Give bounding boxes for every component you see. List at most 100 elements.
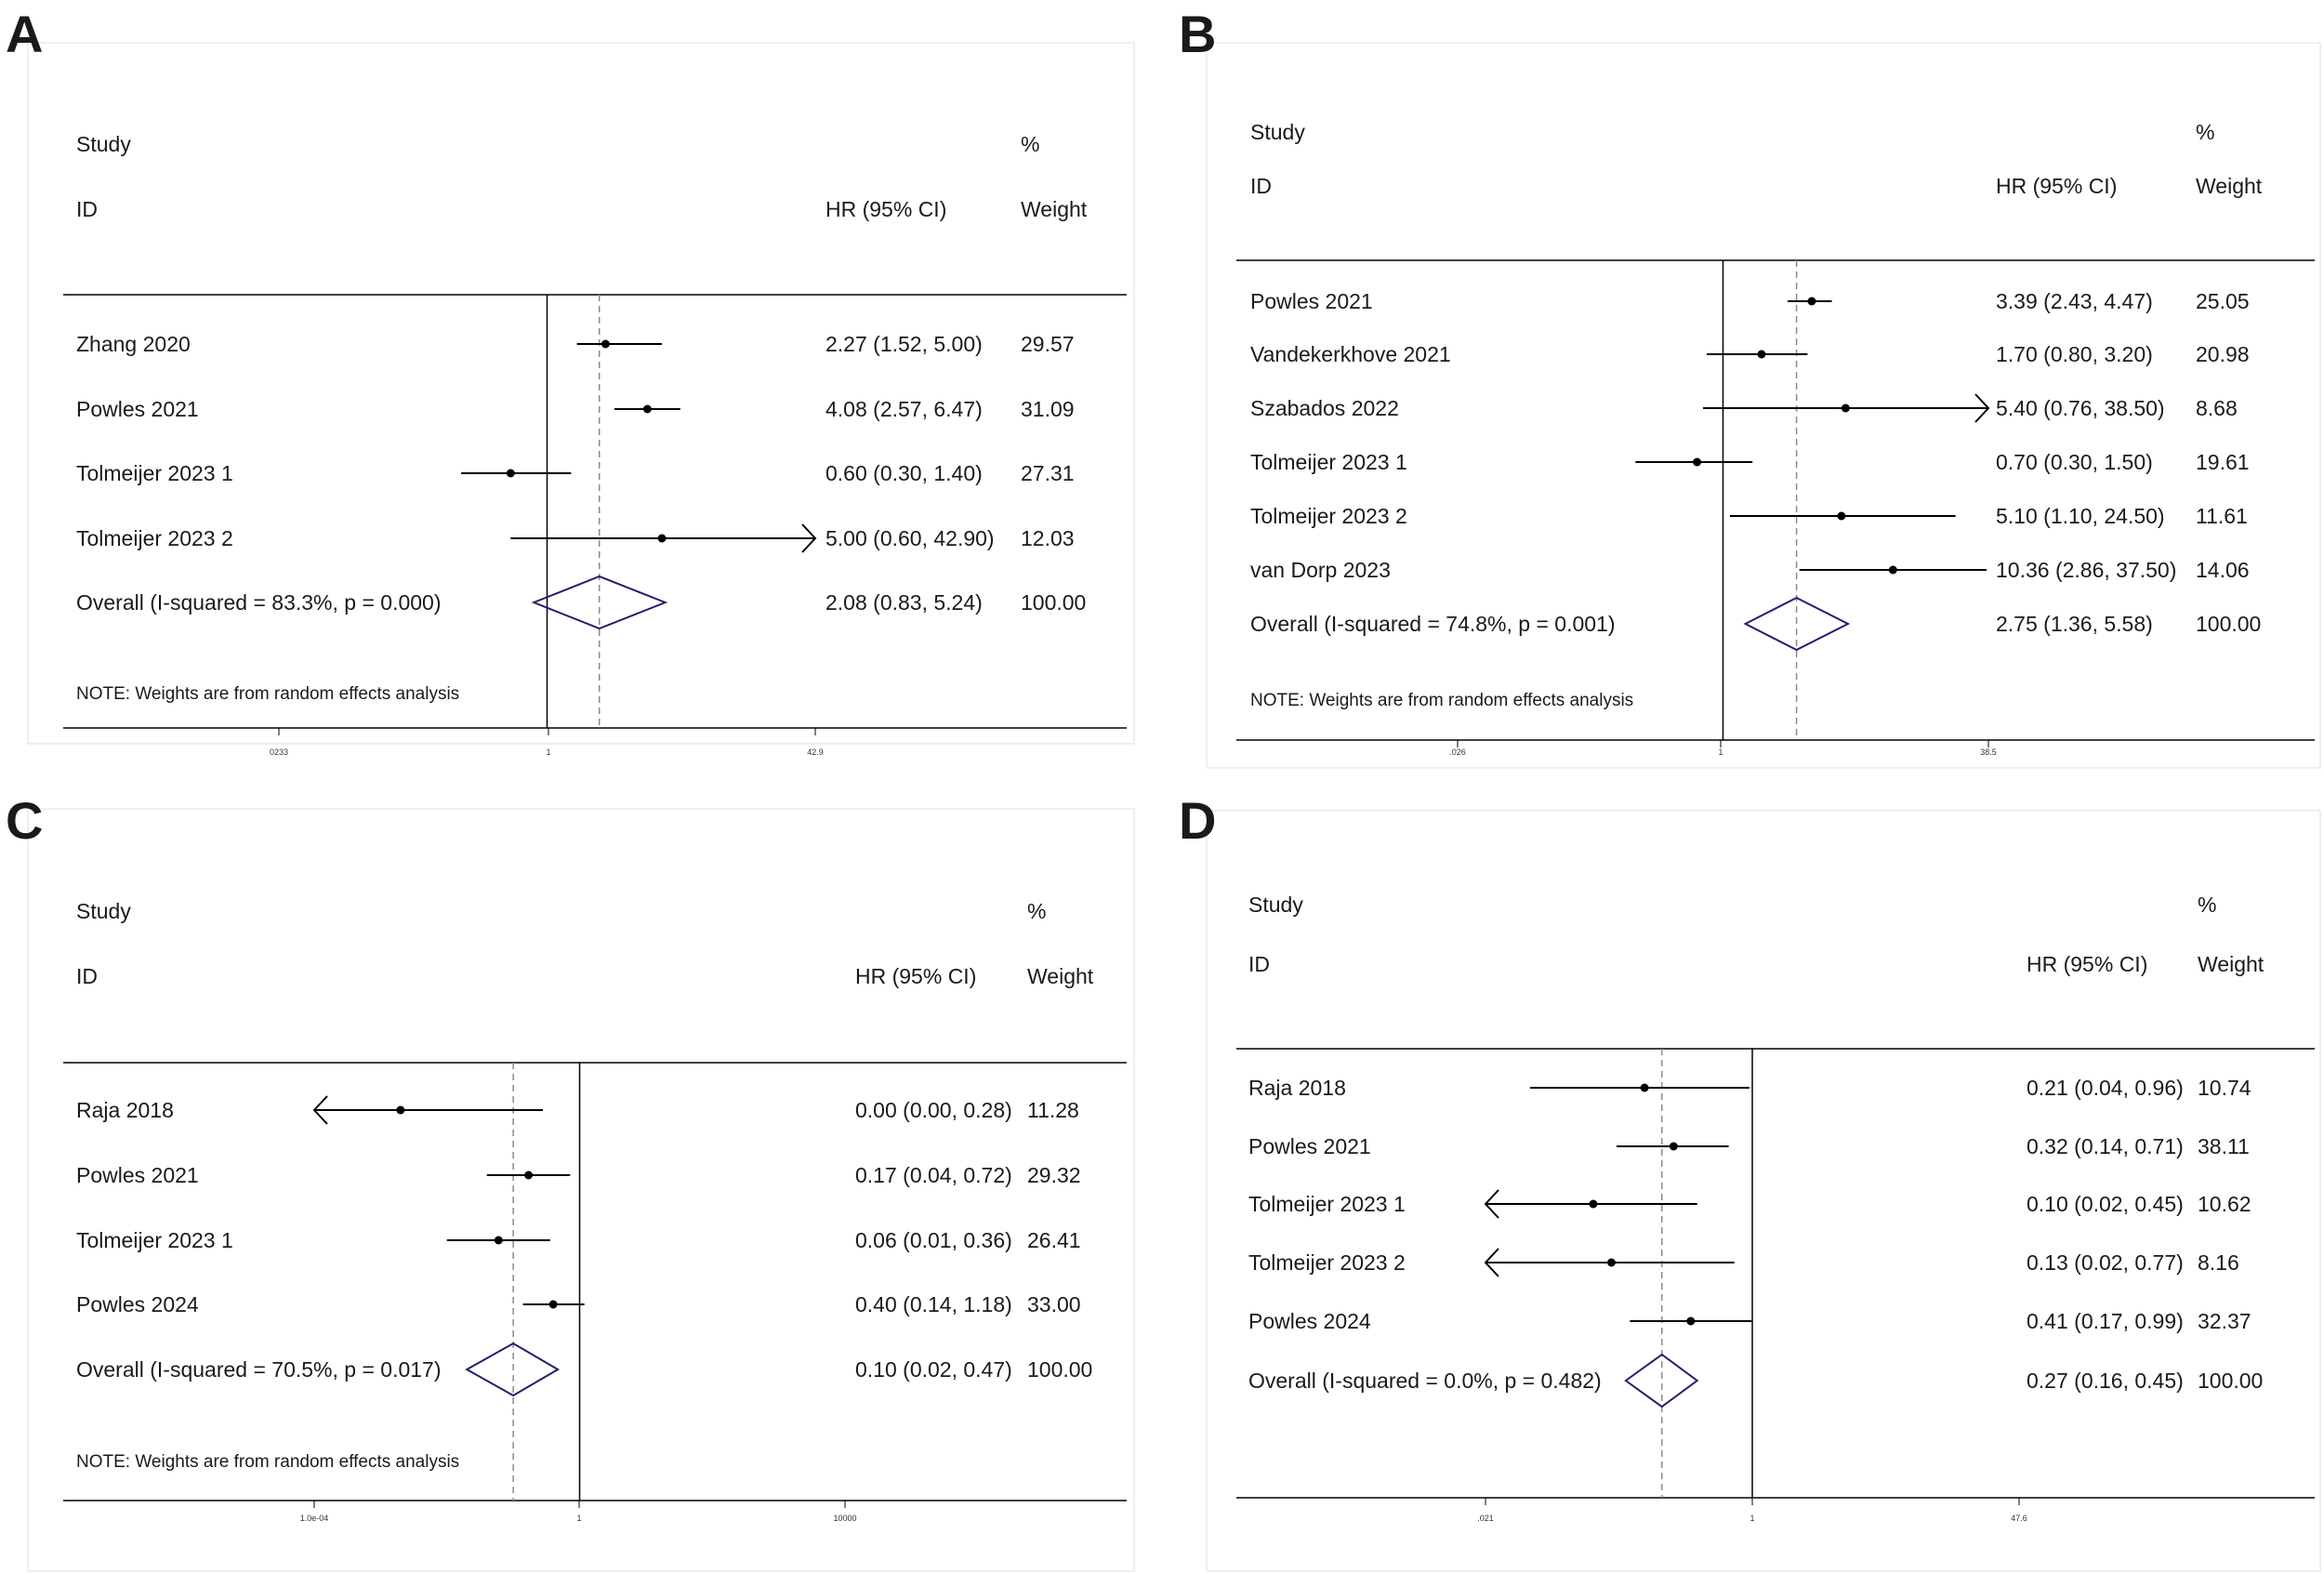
ci-arrow-right bbox=[801, 523, 817, 553]
study-weight: 11.61 bbox=[2196, 504, 2248, 528]
study-weight: 32.37 bbox=[2198, 1309, 2251, 1333]
overall-diamond bbox=[1624, 1353, 1699, 1409]
overall-diamond bbox=[465, 1342, 561, 1397]
panel-frame bbox=[27, 42, 1135, 745]
study-label: Tolmeijer 2023 1 bbox=[76, 1228, 233, 1252]
point-estimate bbox=[494, 1236, 503, 1245]
x-tick-label: 1 bbox=[576, 1514, 581, 1523]
point-estimate bbox=[1606, 1258, 1616, 1267]
x-tick-label: 0233 bbox=[270, 747, 288, 757]
study-weight: 8.16 bbox=[2198, 1250, 2239, 1275]
overall-label: Overall (I-squared = 74.8%, p = 0.001) bbox=[1250, 612, 1616, 636]
study-ci-text: 2.27 (1.52, 5.00) bbox=[825, 332, 983, 356]
overall-label: Overall (I-squared = 83.3%, p = 0.000) bbox=[76, 590, 442, 615]
study-ci-text: 0.40 (0.14, 1.18) bbox=[855, 1292, 1012, 1316]
header-study: Study bbox=[1248, 893, 1303, 917]
overall-ci-text: 0.10 (0.02, 0.47) bbox=[855, 1357, 1012, 1382]
header-weight: Weight bbox=[1021, 197, 1088, 221]
study-label: Raja 2018 bbox=[76, 1098, 174, 1122]
ci-arrow-left bbox=[1484, 1248, 1499, 1277]
weights-note: NOTE: Weights are from random effects an… bbox=[1250, 691, 1633, 710]
header-effect: HR (95% CI) bbox=[1996, 174, 2117, 198]
study-weight: 31.09 bbox=[1021, 397, 1075, 421]
point-estimate bbox=[1807, 297, 1816, 306]
study-label: Powles 2021 bbox=[1250, 289, 1373, 313]
study-label: Powles 2024 bbox=[76, 1292, 199, 1316]
study-ci-text: 0.06 (0.01, 0.36) bbox=[855, 1228, 1012, 1252]
study-ci-text: 0.00 (0.00, 0.28) bbox=[855, 1098, 1012, 1122]
header-effect: HR (95% CI) bbox=[825, 197, 946, 221]
study-label: Szabados 2022 bbox=[1250, 396, 1399, 420]
header-effect: HR (95% CI) bbox=[2027, 952, 2147, 976]
overall-ci-text: 2.75 (1.36, 5.58) bbox=[1996, 612, 2153, 636]
header-study: Study bbox=[1250, 120, 1305, 144]
overall-ci-text: 2.08 (0.83, 5.24) bbox=[825, 590, 983, 615]
study-weight: 20.98 bbox=[2196, 342, 2250, 366]
study-ci-text: 0.70 (0.30, 1.50) bbox=[1996, 450, 2153, 474]
ci-arrow-left bbox=[312, 1095, 328, 1125]
x-tick-label: 1.0e-04 bbox=[300, 1514, 329, 1523]
study-weight: 8.68 bbox=[2196, 396, 2238, 420]
ci-arrow-right bbox=[1974, 393, 1990, 423]
panel-label: C bbox=[6, 791, 43, 850]
forest-panel-c: C bbox=[6, 791, 1135, 1572]
point-estimate bbox=[548, 1300, 558, 1309]
study-weight: 33.00 bbox=[1027, 1292, 1081, 1316]
study-ci-text: 5.00 (0.60, 42.90) bbox=[825, 526, 995, 550]
forest-panel-d: D bbox=[1179, 791, 2321, 1572]
study-weight: 38.11 bbox=[2198, 1134, 2250, 1158]
study-weight: 26.41 bbox=[1027, 1228, 1081, 1252]
x-tick-label: .021 bbox=[1477, 1514, 1494, 1523]
ci-arrow-left bbox=[1484, 1189, 1499, 1219]
study-weight: 10.74 bbox=[2198, 1076, 2251, 1100]
overall-weight: 100.00 bbox=[2196, 612, 2261, 636]
overall-weight: 100.00 bbox=[1021, 590, 1086, 615]
study-ci-text: 0.13 (0.02, 0.77) bbox=[2027, 1250, 2184, 1275]
header-percent: % bbox=[1021, 132, 1039, 156]
study-ci-text: 0.32 (0.14, 0.71) bbox=[2027, 1134, 2184, 1158]
panel-label: D bbox=[1179, 791, 1216, 850]
header-id: ID bbox=[76, 964, 98, 988]
study-weight: 25.05 bbox=[2196, 289, 2250, 313]
point-estimate bbox=[1888, 565, 1897, 575]
study-weight: 27.31 bbox=[1021, 461, 1075, 485]
point-estimate bbox=[642, 404, 652, 414]
point-estimate bbox=[1640, 1083, 1649, 1092]
header-percent: % bbox=[1027, 899, 1046, 923]
panel-frame bbox=[27, 808, 1135, 1572]
point-estimate bbox=[657, 534, 667, 543]
header-weight: Weight bbox=[2198, 952, 2265, 976]
study-ci-text: 1.70 (0.80, 3.20) bbox=[1996, 342, 2153, 366]
x-tick-label: 42.9 bbox=[807, 747, 824, 757]
study-weight: 14.06 bbox=[2196, 558, 2250, 582]
panel-frame bbox=[1206, 42, 2321, 769]
study-weight: 11.28 bbox=[1027, 1098, 1079, 1122]
study-label: Powles 2021 bbox=[76, 1163, 199, 1187]
header-percent: % bbox=[2198, 893, 2216, 917]
overall-label: Overall (I-squared = 70.5%, p = 0.017) bbox=[76, 1357, 442, 1382]
study-ci-text: 5.40 (0.76, 38.50) bbox=[1996, 396, 2165, 420]
point-estimate bbox=[1589, 1199, 1598, 1209]
overall-weight: 100.00 bbox=[1027, 1357, 1092, 1382]
study-ci-text: 10.36 (2.86, 37.50) bbox=[1996, 558, 2176, 582]
forest-panel-a: A bbox=[6, 5, 1135, 745]
header-id: ID bbox=[1248, 952, 1270, 976]
point-estimate bbox=[524, 1171, 534, 1180]
study-label: Tolmeijer 2023 2 bbox=[1250, 504, 1407, 528]
study-label: Tolmeijer 2023 2 bbox=[1248, 1250, 1406, 1275]
header-effect: HR (95% CI) bbox=[855, 964, 976, 988]
weights-note: NOTE: Weights are from random effects an… bbox=[76, 1452, 459, 1472]
forest-panel-b: B bbox=[1179, 5, 2321, 769]
header-study: Study bbox=[76, 132, 131, 156]
x-tick-label: 47.6 bbox=[2011, 1514, 2027, 1523]
x-tick-label: 10000 bbox=[833, 1514, 856, 1523]
point-estimate bbox=[1693, 457, 1702, 467]
study-label: Powles 2021 bbox=[76, 397, 199, 421]
weights-note: NOTE: Weights are from random effects an… bbox=[76, 684, 459, 704]
overall-diamond bbox=[531, 575, 668, 630]
study-weight: 29.32 bbox=[1027, 1163, 1081, 1187]
header-id: ID bbox=[1250, 174, 1272, 198]
x-tick-label: 38.5 bbox=[1980, 747, 1997, 757]
overall-ci-text: 0.27 (0.16, 0.45) bbox=[2027, 1369, 2184, 1393]
study-label: Tolmeijer 2023 1 bbox=[1250, 450, 1407, 474]
